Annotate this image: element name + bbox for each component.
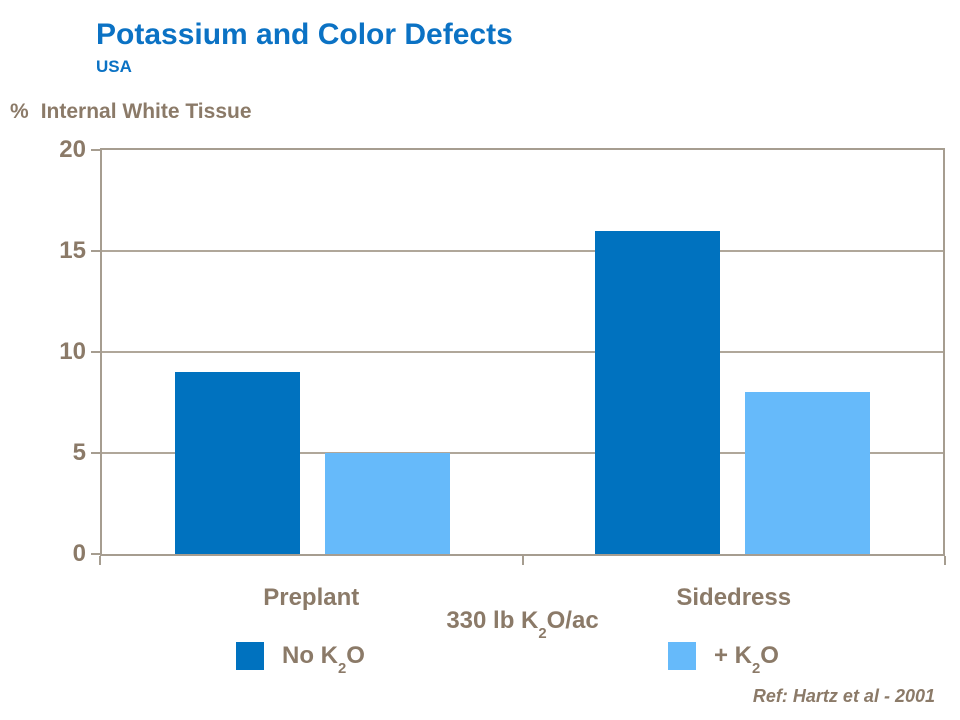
legend-item-no-k2o: No K2O: [236, 642, 365, 677]
chart-title: Potassium and Color Defects: [96, 18, 513, 51]
bar-sidedress-k2o: [745, 392, 871, 554]
category-label-preplant: Preplant: [263, 584, 360, 611]
y-tick-label-10: 10: [59, 338, 86, 365]
bar-group-preplant: [102, 150, 523, 554]
y-tick-label-5: 5: [72, 439, 86, 466]
y-tick-mark-15: [91, 250, 100, 252]
y-tick-mark-20: [91, 149, 100, 151]
x-axis-title-subscript: 2: [538, 625, 547, 642]
y-tick-label-0: 0: [72, 540, 86, 567]
plot-area: [100, 148, 945, 556]
y-axis-title-text: Internal White Tissue: [40, 100, 252, 123]
legend-swatch-no-k2o: [236, 642, 264, 670]
gridline-5: [102, 452, 943, 454]
reference-text: Ref: Hartz et al - 2001: [752, 686, 935, 706]
x-axis-category-labels: Preplant Sidedress: [100, 584, 945, 612]
bar-group-sidedress: [523, 150, 944, 554]
x-tick-mark-0: [99, 556, 101, 565]
chart-subtitle: USA: [96, 57, 132, 76]
percent-sign: %: [10, 100, 29, 123]
x-tick-mark-2: [944, 556, 946, 565]
y-tick-mark-5: [91, 452, 100, 454]
x-axis-title-pre: 330 lb K: [446, 607, 539, 634]
y-tick-mark-0: [91, 553, 100, 555]
legend-label-plus-k2o: + K2O: [714, 642, 779, 677]
x-tick-mark-1: [522, 556, 524, 565]
y-tick-mark-10: [91, 351, 100, 353]
y-tick-label-20: 20: [59, 136, 86, 163]
x-axis-title-post: O/ac: [546, 607, 599, 634]
legend-label-no-k2o: No K2O: [282, 642, 365, 677]
bar-preplant-k2o: [324, 453, 450, 554]
x-axis-title: 330 lb K2O/ac: [100, 607, 945, 641]
category-label-sidedress: Sidedress: [676, 584, 792, 611]
bar-preplant-nok2o: [174, 372, 300, 554]
y-tick-label-15: 15: [59, 237, 86, 264]
y-axis-title: % Internal White Tissue: [10, 100, 252, 124]
legend-swatch-plus-k2o: [668, 642, 696, 670]
bar-sidedress-nok2o: [595, 231, 721, 554]
gridline-15: [102, 250, 943, 252]
gridline-10: [102, 351, 943, 353]
legend-item-plus-k2o: + K2O: [668, 642, 779, 677]
